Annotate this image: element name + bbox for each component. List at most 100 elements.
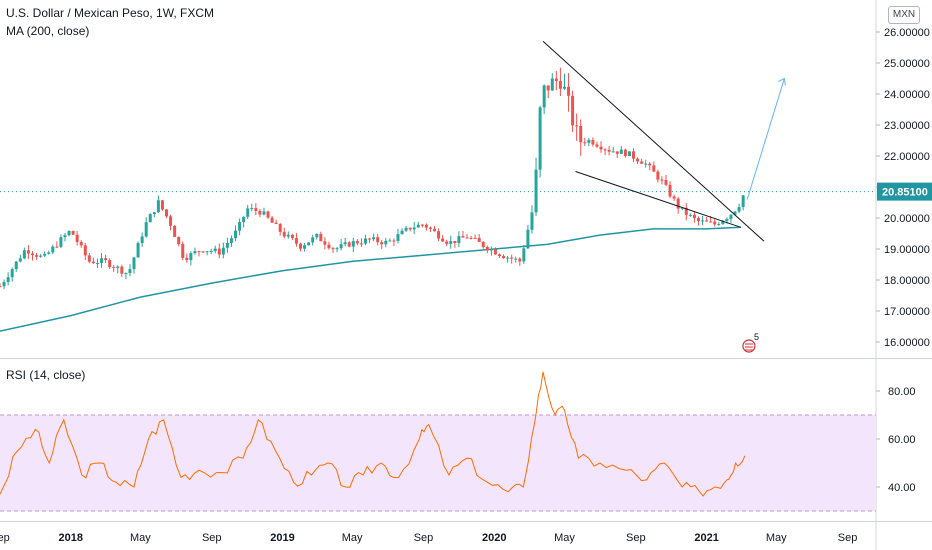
candle-body [339,244,343,249]
candle-body [282,231,286,237]
price-tick-label: 17.00000 [884,306,930,318]
candle-body [83,245,87,256]
candle-body [140,236,144,244]
candle-body [737,207,741,212]
candle-body [692,214,696,219]
candle-body [173,225,177,237]
price-tick-label: 18.00000 [884,275,930,287]
rsi-pane: 80.00 60.00 40.00 [0,371,916,512]
candle-body [684,207,688,215]
candle-body [709,221,713,223]
price-tick-label: 26.00000 [884,27,930,39]
time-axis-label: Sep [838,532,858,544]
price-tick-label: 20.00000 [884,213,930,225]
candle-body [485,246,489,251]
candle-body [449,241,453,244]
candle-body [648,163,652,166]
candle-body [575,125,579,127]
candle-body [721,220,725,225]
candle-body [319,233,323,242]
candle-body [359,243,363,245]
candle-body [35,255,39,257]
candle-body [14,261,18,270]
candle-body [506,257,510,259]
price-tick-label: 19.00000 [884,244,930,256]
candle-body [315,233,319,238]
candle-body [595,144,599,147]
time-axis-label: May [130,532,151,544]
candle-body [603,149,607,151]
candle-body [10,269,14,278]
candle-body [567,86,571,96]
candle-body [623,149,627,157]
candle-body [75,234,79,242]
candle-body [542,85,546,108]
candle-body [526,229,530,249]
time-axis-label: 2019 [270,532,294,544]
candle-body [550,78,554,91]
candle-body [733,211,737,215]
candle-body [676,198,680,209]
candle-body [274,222,278,224]
candle-body [39,255,43,257]
candle-body [705,220,709,222]
candle-body [270,217,274,223]
candle-body [189,253,193,261]
candle-body [132,257,136,270]
candle-body [583,142,587,144]
candle-body [396,234,400,241]
candle-body [246,208,250,217]
time-axis-label: 2021 [694,532,718,544]
candle-body [323,241,327,245]
time-axis-label: Sep [414,532,434,544]
candle-body [152,212,156,215]
candle-body [713,221,717,225]
ma-legend[interactable]: MA (200, close) [6,24,90,38]
candle-body [355,241,359,244]
candle-body [660,179,664,181]
candle-body [652,165,656,172]
last-price-tag [877,182,932,201]
candle-body [164,209,168,217]
rsi-tick-label: 40.00 [888,482,916,494]
candle-body [599,146,603,150]
flag-count: 5 [754,332,759,342]
time-axis-label: May [766,532,787,544]
rsi-legend[interactable]: RSI (14, close) [6,368,86,382]
time-axis-label: May [554,532,575,544]
candle-body [627,151,631,157]
candle-body [688,214,692,216]
wedge-lower-trendline [575,171,741,228]
candle-body [619,149,623,154]
price-tick-label: 16.00000 [884,337,930,349]
candle-body [510,257,514,259]
currency-badge[interactable]: MXN [888,6,920,24]
candle-body [197,251,201,253]
candle-body [225,242,229,248]
candle-body [465,237,469,239]
candle-body [30,253,34,256]
candle-body [299,243,303,249]
candle-body [116,266,120,268]
candle-body [290,234,294,239]
candle-body [193,251,197,254]
candle-body [741,195,745,208]
candle-body [497,254,501,257]
symbol-title[interactable]: U.S. Dollar / Mexican Peso, 1W, FXCM [6,6,215,20]
candle-body [579,125,583,143]
candle-body [213,248,217,252]
candle-body [26,250,30,254]
candle-body [303,245,307,249]
candle-body [43,253,47,256]
candle-body [656,171,660,180]
candle-body [266,211,270,218]
candle-body [453,241,457,244]
candle-body [254,208,258,212]
candle-body [2,281,6,287]
time-axis: Sep 2018 May Sep 2019 May Sep 2020 May Sep 2021 May… [0,521,932,544]
candle-body [420,224,424,226]
time-axis-label: 2018 [59,532,83,544]
candle-body [160,200,164,210]
